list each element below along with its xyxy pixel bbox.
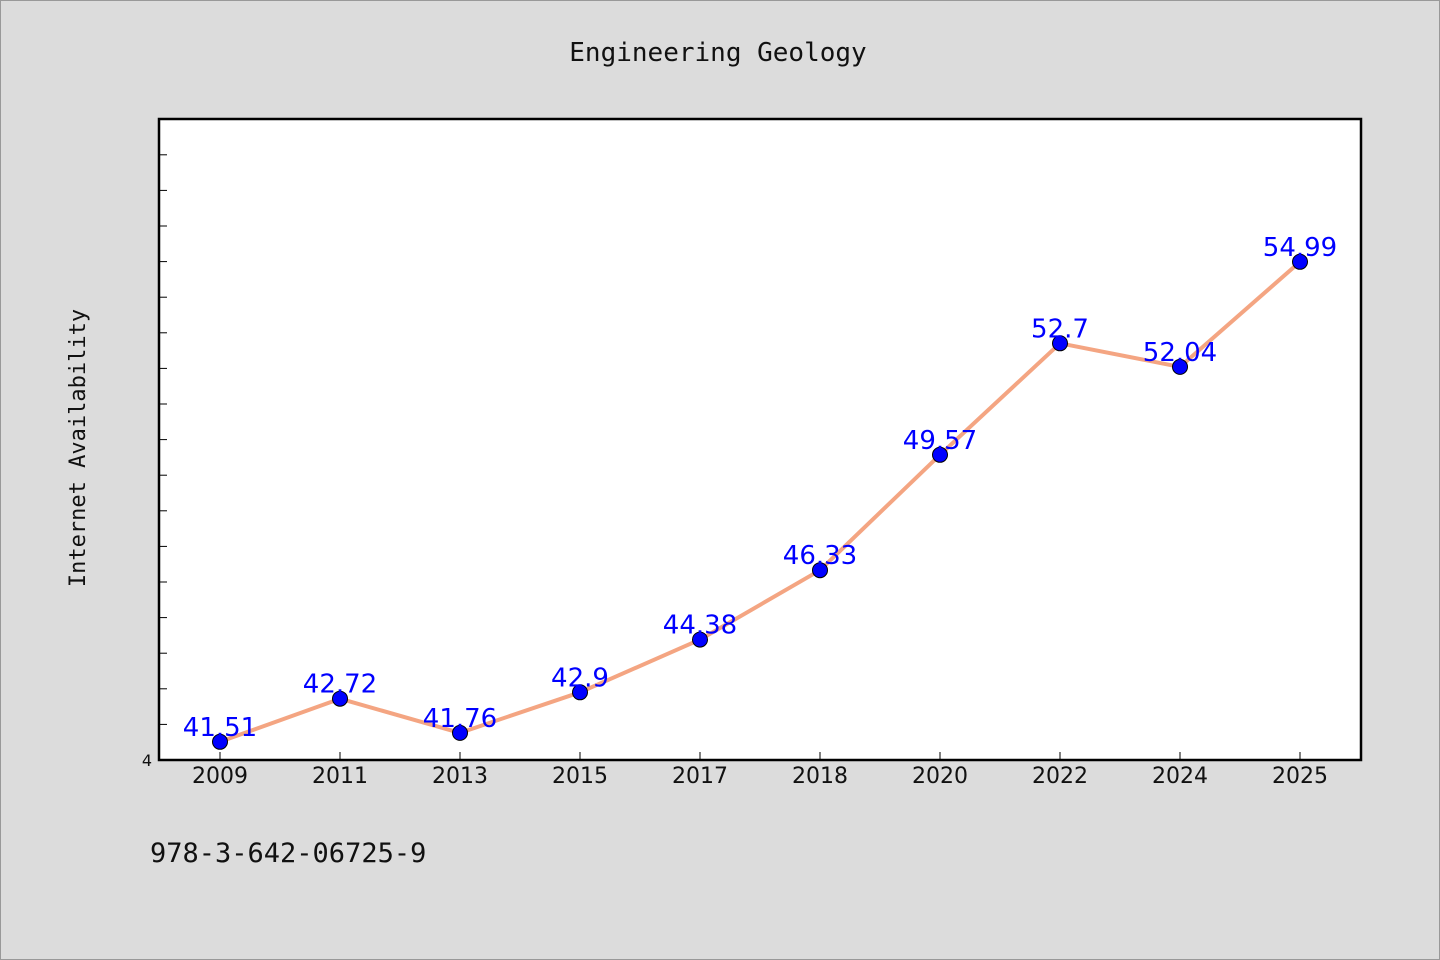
x-tick-label: 2011 — [312, 764, 368, 789]
x-axis-tick-labels: 2009 2011 2013 2015 2017 2018 2020 2022 2024 2025 — [192, 764, 1328, 789]
data-point — [932, 446, 948, 463]
x-tick-label: 2020 — [912, 764, 968, 789]
isbn-text: 978-3-642-06725-9 — [150, 838, 426, 869]
x-tick-label: 2022 — [1032, 764, 1088, 789]
data-label: 46.33 — [783, 541, 857, 571]
x-tick-label: 2009 — [192, 764, 248, 789]
x-tick-label: 2015 — [552, 764, 608, 789]
series-markers — [212, 253, 1308, 750]
data-point — [812, 562, 828, 579]
data-point — [1172, 358, 1188, 375]
x-tick-label: 2025 — [1272, 764, 1328, 789]
x-tick-label: 2018 — [792, 764, 848, 789]
data-label: 52.7 — [1031, 314, 1089, 344]
data-label: 52.04 — [1143, 338, 1217, 368]
data-label: 44.38 — [663, 611, 737, 641]
x-tick-label: 2017 — [672, 764, 728, 789]
data-labels: 41.51 42.72 41.76 42.9 44.38 46.33 49.57 52.7 52… — [183, 233, 1337, 743]
y-axis-label: Internet Availability — [66, 309, 91, 587]
data-point — [452, 724, 468, 741]
data-point — [332, 690, 348, 707]
data-point — [692, 631, 708, 648]
data-point — [1292, 253, 1308, 270]
data-label: 41.76 — [423, 704, 497, 734]
chart-title: Engineering Geology — [569, 38, 866, 68]
data-label: 49.57 — [903, 426, 977, 456]
x-axis-ticks — [219, 752, 1301, 760]
data-point — [572, 684, 588, 701]
series-line — [219, 260, 1302, 744]
x-tick-label: 2024 — [1152, 764, 1208, 789]
data-label: 41.51 — [183, 713, 257, 743]
y-axis-ticks — [159, 154, 167, 761]
x-tick-label: 2013 — [432, 764, 488, 789]
data-point — [212, 733, 228, 750]
data-point — [1052, 335, 1068, 352]
plot-area — [157, 117, 1363, 762]
data-label: 42.9 — [551, 663, 609, 693]
y-tick-label: 4 — [142, 751, 152, 770]
data-label: 54.99 — [1263, 233, 1337, 263]
data-label: 42.72 — [303, 670, 377, 700]
